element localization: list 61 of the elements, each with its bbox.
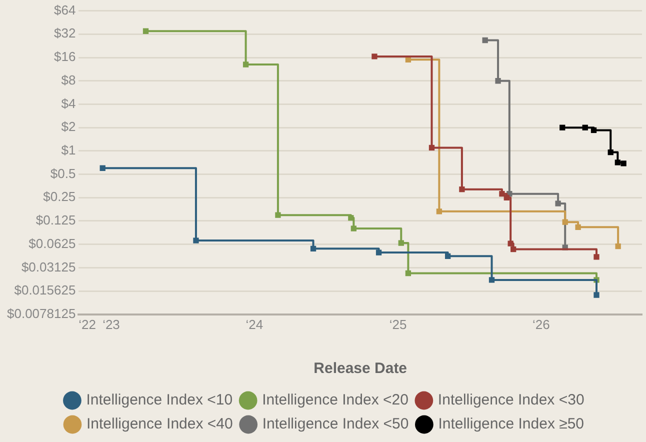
point [444,253,451,259]
x-tick-label: ‘23 [102,316,120,332]
point [608,149,614,156]
y-tick-label: $64 [54,2,76,18]
point [348,215,354,221]
legend-label: Intelligence Index <50 [262,416,409,433]
x-tick-label: ‘24 [246,316,264,332]
point [510,246,516,252]
point [575,224,581,230]
y-tick-label: $0.25 [43,189,76,204]
legend-label: Intelligence Index <40 [86,416,233,433]
point [594,292,600,298]
point [100,165,106,171]
point [508,240,514,246]
legend-label: Intelligence Index ≥50 [438,416,584,433]
y-tick-label: $1 [61,142,76,158]
point [555,200,561,206]
y-tick-label: $8 [61,72,76,88]
x-axis-title: Release Date [314,360,408,378]
x-tick-label: ‘26 [532,316,550,332]
x-tick-label: ‘22 [78,316,96,332]
y-tick-label: $16 [54,49,76,64]
point [142,28,149,34]
point [459,186,465,192]
point [620,160,626,166]
legend-label: Intelligence Index <30 [438,392,584,409]
x-tick-label: ‘25 [389,316,407,332]
y-tick-label: $2 [61,119,76,134]
point [242,62,249,68]
point [594,254,600,260]
y-tick-label: $0.125 [36,212,76,228]
y-tick-label: $0.03125 [21,259,76,274]
point [614,160,621,166]
y-tick-label: $4 [61,96,76,111]
point [372,54,378,60]
point [482,37,488,44]
y-tick-label: $0.0625 [28,236,76,251]
point [436,208,442,214]
point [398,240,404,246]
point [562,219,568,225]
y-tick-label: $0.015625 [14,282,76,298]
point [504,194,510,200]
legend-label: Intelligence Index <10 [86,392,233,409]
point [590,127,597,134]
point [310,246,316,252]
point [193,238,199,244]
y-tick-label: $0.0078125 [6,306,76,321]
legend-label: Intelligence Index <20 [262,392,408,409]
point [428,144,435,151]
point [275,212,281,218]
point [499,190,505,197]
point [488,277,495,283]
point [350,226,356,232]
point [405,270,412,276]
point [582,124,588,130]
y-tick-label: $32 [54,26,76,41]
point [560,124,566,130]
point [615,243,621,250]
point [495,78,501,84]
point [376,250,382,256]
y-tick-label: $0.5 [50,166,76,181]
